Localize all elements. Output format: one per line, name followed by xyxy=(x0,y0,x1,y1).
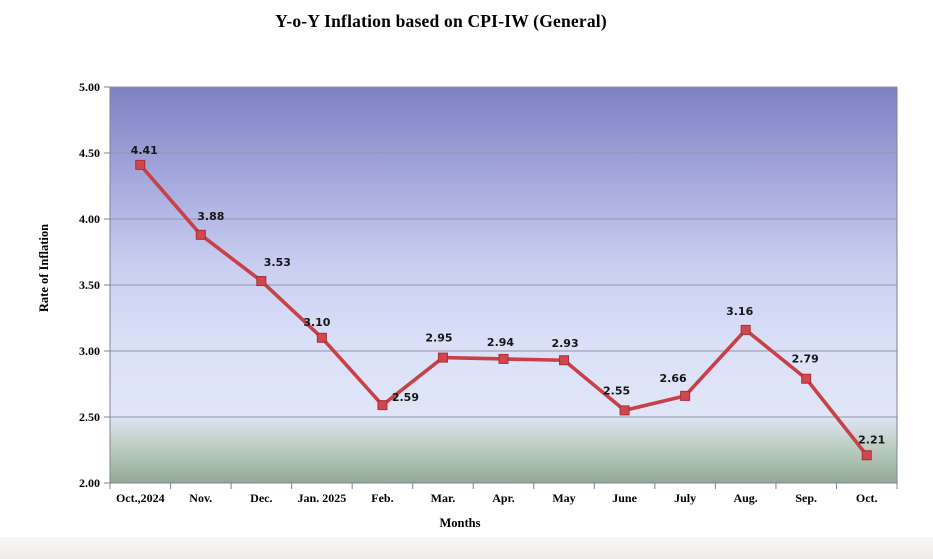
data-point-marker xyxy=(619,405,630,416)
data-point-marker xyxy=(740,324,751,335)
data-point-marker xyxy=(437,352,448,363)
data-point-marker xyxy=(801,373,812,384)
data-point-marker xyxy=(559,355,570,366)
data-point-marker xyxy=(680,390,691,401)
data-point-label: 3.53 xyxy=(264,256,291,269)
data-point-label: 3.16 xyxy=(726,305,753,318)
data-point-marker xyxy=(498,353,509,364)
x-category-label: Oct.,2024 xyxy=(116,491,165,505)
data-point-label: 2.55 xyxy=(603,384,630,397)
data-point-marker xyxy=(316,332,327,343)
x-category-label: June xyxy=(612,491,637,505)
x-category-label: May xyxy=(552,491,575,505)
data-point-label: 2.95 xyxy=(425,332,452,345)
x-category-label: Dec. xyxy=(250,491,272,505)
x-category-label: July xyxy=(674,491,696,505)
page-edge-strip xyxy=(0,537,933,559)
x-category-label: Apr. xyxy=(492,491,515,505)
y-tick-label: 4.00 xyxy=(79,212,100,226)
y-tick-label: 2.50 xyxy=(79,410,100,424)
data-point-label: 4.41 xyxy=(131,144,158,157)
data-point-marker xyxy=(256,276,267,287)
data-point-label: 3.88 xyxy=(197,210,224,223)
x-category-label: Oct. xyxy=(856,491,878,505)
y-tick-label: 3.50 xyxy=(79,278,100,292)
data-point-label: 2.93 xyxy=(551,337,578,350)
data-point-marker xyxy=(861,450,872,461)
data-point-label: 2.21 xyxy=(858,433,885,446)
x-axis-title: Months xyxy=(440,516,481,530)
chart-title: Y-o-Y Inflation based on CPI-IW (General… xyxy=(275,11,607,31)
x-category-label: Feb. xyxy=(371,491,393,505)
x-category-label: Sep. xyxy=(795,491,817,505)
x-category-label: Mar. xyxy=(431,491,456,505)
data-point-label: 2.94 xyxy=(487,336,514,349)
y-tick-label: 3.00 xyxy=(79,344,100,358)
data-point-marker xyxy=(377,400,388,411)
data-point-label: 2.79 xyxy=(792,353,819,366)
x-category-label: Jan. 2025 xyxy=(298,491,347,505)
y-tick-label: 4.50 xyxy=(79,146,100,160)
data-point-marker xyxy=(195,229,206,240)
y-tick-label: 2.00 xyxy=(79,476,100,490)
y-axis-title: Rate of Inflation xyxy=(37,224,51,312)
data-point-label: 3.10 xyxy=(303,316,330,329)
y-tick-label: 5.00 xyxy=(79,80,100,94)
data-point-marker xyxy=(135,159,146,170)
x-category-label: Aug. xyxy=(733,491,757,505)
data-point-label: 2.66 xyxy=(660,372,687,385)
x-category-label: Nov. xyxy=(189,491,212,505)
data-point-label: 2.59 xyxy=(392,391,419,404)
